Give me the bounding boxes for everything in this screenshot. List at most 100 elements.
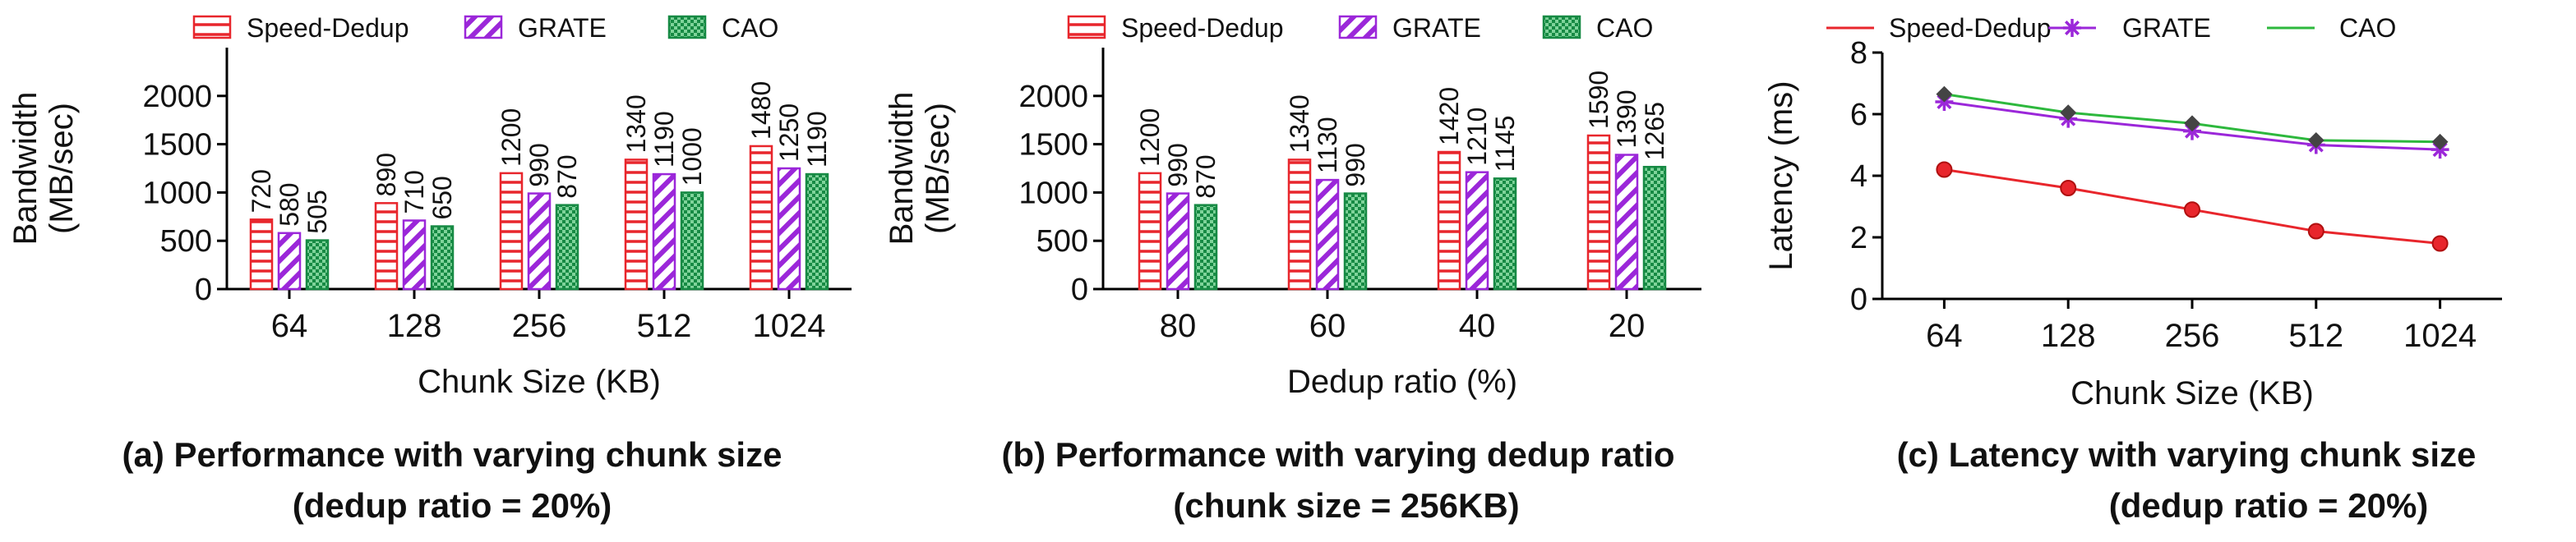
data-label-speed_dedup: 720 bbox=[247, 169, 276, 213]
data-label-speed_dedup: 1200 bbox=[1135, 108, 1165, 167]
y-tick-label: 500 bbox=[1036, 224, 1088, 259]
bar-cao bbox=[1193, 204, 1218, 291]
x-tick-label: 512 bbox=[2288, 318, 2343, 354]
bar-speed_dedup bbox=[1437, 150, 1461, 291]
x-tick-label: 60 bbox=[1309, 308, 1346, 344]
bar-speed_dedup bbox=[624, 158, 649, 291]
y-tick-label: 1500 bbox=[142, 128, 212, 163]
bar-grate bbox=[652, 172, 676, 291]
data-label-cao: 1190 bbox=[802, 111, 832, 168]
bar-grate bbox=[1614, 154, 1639, 291]
data-label-cao: 1265 bbox=[1640, 102, 1669, 160]
bar-grate bbox=[777, 167, 801, 291]
bar-grate bbox=[1315, 178, 1340, 291]
x-tick-label: 1024 bbox=[2403, 318, 2477, 354]
data-label-grate: 580 bbox=[275, 182, 304, 226]
y-tick-label: 6 bbox=[1850, 98, 1867, 132]
x-tick-label: 256 bbox=[512, 308, 567, 344]
data-label-grate: 1210 bbox=[1462, 108, 1492, 166]
x-tick-label: 64 bbox=[1926, 318, 1963, 354]
data-label-grate: 710 bbox=[399, 170, 429, 214]
bar-cao bbox=[305, 239, 330, 291]
panel-b-dedup-ratio-bandwidth: Speed-Dedup GRATE CAO 0 500 1000 1500 2000 80 60 4… bbox=[884, 13, 1701, 400]
data-label-speed_dedup: 1200 bbox=[496, 108, 526, 167]
bar-grate bbox=[1465, 171, 1489, 291]
legend-label-speed_dedup: Speed-Dedup bbox=[1121, 13, 1283, 43]
y-tick-label: 0 bbox=[1850, 282, 1867, 317]
y-tick-label: 2000 bbox=[142, 80, 212, 114]
x-axis-title: Chunk Size (KB) bbox=[418, 364, 661, 400]
data-label-speed_dedup: 1480 bbox=[746, 81, 776, 140]
bar-speed_dedup bbox=[749, 145, 773, 291]
bar-speed_dedup bbox=[1138, 172, 1162, 291]
data-label-speed_dedup: 1340 bbox=[1285, 94, 1314, 153]
y-tick-label: 0 bbox=[195, 273, 212, 307]
y-tick-label: 500 bbox=[160, 224, 212, 259]
data-label-cao: 1145 bbox=[1490, 116, 1520, 172]
bar-cao bbox=[1343, 192, 1368, 291]
point-speed_dedup bbox=[2307, 223, 2324, 240]
y-tick-label: 1000 bbox=[1018, 176, 1088, 210]
data-label-speed_dedup: 1590 bbox=[1584, 71, 1613, 129]
legend-marker-grate bbox=[2063, 19, 2081, 37]
point-cao bbox=[2060, 104, 2077, 122]
bar-cao bbox=[1642, 165, 1667, 291]
bar-cao bbox=[680, 191, 704, 291]
legend-label-cao: CAO bbox=[722, 13, 778, 43]
data-label-speed_dedup: 1420 bbox=[1434, 87, 1464, 145]
point-cao bbox=[2184, 115, 2200, 132]
data-label-cao: 1000 bbox=[677, 127, 707, 186]
caption-a-line2: (dedup ratio = 20%) bbox=[293, 486, 612, 525]
caption-b-line2: (chunk size = 256KB) bbox=[1173, 486, 1519, 525]
y-tick-label: 0 bbox=[1071, 273, 1088, 307]
bar-grate bbox=[277, 232, 302, 291]
y-axis-title: Bandwidth bbox=[884, 92, 920, 246]
legend-swatch-speed_dedup bbox=[1067, 15, 1106, 39]
legend-label-cao: CAO bbox=[2339, 13, 2396, 43]
point-speed_dedup bbox=[2184, 201, 2200, 218]
x-tick-label: 1024 bbox=[753, 308, 826, 344]
point-speed_dedup bbox=[2060, 180, 2077, 196]
bar-speed_dedup bbox=[1586, 134, 1611, 291]
legend-label-grate: GRATE bbox=[2122, 13, 2211, 43]
y-tick-label: 1500 bbox=[1018, 128, 1088, 163]
data-label-grate: 1190 bbox=[649, 111, 679, 168]
legend-swatch-grate bbox=[464, 15, 503, 39]
y-axis-title-unit: (MB/sec) bbox=[44, 103, 80, 234]
bar-speed_dedup bbox=[499, 172, 524, 291]
bar-speed_dedup bbox=[374, 202, 399, 291]
point-speed_dedup bbox=[1936, 161, 1953, 178]
legend-label-grate: GRATE bbox=[518, 13, 607, 43]
y-tick-label: 1000 bbox=[142, 176, 212, 210]
y-tick-label: 8 bbox=[1850, 36, 1867, 71]
caption-a-line1: (a) Performance with varying chunk size bbox=[122, 435, 782, 474]
data-label-cao: 505 bbox=[302, 190, 332, 233]
panel-a-chunk-size-bandwidth: Speed-Dedup GRATE CAO 0 500 1000 1500 2000 64 128… bbox=[7, 13, 852, 400]
bar-cao bbox=[555, 204, 579, 291]
legend-swatch-cao bbox=[1542, 15, 1581, 39]
x-axis-title: Chunk Size (KB) bbox=[2070, 375, 2314, 411]
caption-c-line2: (dedup ratio = 20%) bbox=[2109, 486, 2429, 525]
bar-speed_dedup bbox=[249, 218, 274, 291]
x-tick-label: 512 bbox=[637, 308, 692, 344]
y-axis-title-unit: (MB/sec) bbox=[920, 103, 956, 234]
data-label-grate: 1390 bbox=[1612, 90, 1641, 148]
data-label-cao: 870 bbox=[1191, 154, 1221, 198]
bar-cao bbox=[430, 225, 455, 291]
bar-cao bbox=[1493, 177, 1517, 291]
x-tick-label: 128 bbox=[387, 308, 442, 344]
data-label-speed_dedup: 1340 bbox=[621, 94, 651, 153]
legend-swatch-cao bbox=[667, 15, 707, 39]
bar-cao bbox=[805, 172, 829, 291]
data-label-grate: 1250 bbox=[774, 103, 804, 162]
point-cao bbox=[1936, 85, 1953, 103]
data-label-grate: 1130 bbox=[1313, 117, 1342, 173]
point-cao bbox=[2307, 131, 2324, 149]
y-tick-label: 4 bbox=[1850, 159, 1867, 194]
legend-label-cao: CAO bbox=[1596, 13, 1653, 43]
data-label-grate: 990 bbox=[1163, 143, 1193, 186]
x-tick-label: 40 bbox=[1459, 308, 1496, 344]
data-label-cao: 870 bbox=[552, 154, 582, 198]
x-tick-label: 64 bbox=[271, 308, 308, 344]
legend-label-grate: GRATE bbox=[1392, 13, 1481, 43]
